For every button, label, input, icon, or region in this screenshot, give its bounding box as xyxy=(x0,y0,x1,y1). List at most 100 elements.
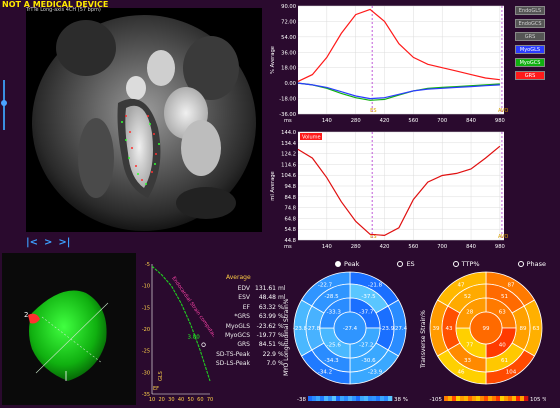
legend-endogcs-button[interactable]: EndoGCS xyxy=(515,19,545,28)
bullseye-value: 47 xyxy=(458,283,465,289)
y-tick-label: 36.00 xyxy=(281,50,296,56)
average-value: 131.61 xyxy=(255,285,276,292)
mri-image-viewer[interactable] xyxy=(26,8,262,232)
bullseye-value: 61 xyxy=(501,358,508,364)
legend-endogls-button[interactable]: EndoGLS xyxy=(515,6,545,15)
radio-es[interactable]: ES xyxy=(397,260,415,268)
bullseye-longitudinal[interactable]: -21.8-27.4-23.9-34.2-23.8-22.7-37.5-23.9… xyxy=(290,270,410,408)
x-tick-label: 10 xyxy=(149,397,155,403)
bullseye-value: -28.5 xyxy=(324,294,339,300)
bullseye-value: -22.7 xyxy=(318,283,333,289)
average-label: MyoGLS xyxy=(225,322,250,330)
y-axis-label: ml Average xyxy=(270,171,276,200)
legend-grs-button[interactable]: GRS xyxy=(515,71,545,80)
scale-bar-step xyxy=(480,396,485,401)
average-row: ESV 48.48 ml xyxy=(214,293,288,302)
bullseye-center-value: -27.4 xyxy=(343,326,358,332)
average-label: ESV xyxy=(238,294,250,302)
bullseye-value: -23.9 xyxy=(368,369,383,375)
bullseye-value: -30.6 xyxy=(361,358,376,364)
average-unit: ml xyxy=(278,294,286,302)
bullseye-value: 104 xyxy=(506,369,517,375)
y-tick-label: -35 xyxy=(142,392,150,398)
bullseye-value: 89 xyxy=(520,326,527,332)
y-tick-label: -25 xyxy=(142,349,150,355)
scale-bar-step xyxy=(332,396,337,401)
scale-bar-step xyxy=(460,396,465,401)
strain-computation-label: Endocardial Strain computation xyxy=(170,276,214,344)
first-frame-button[interactable]: |< xyxy=(26,237,39,248)
lv-3d-model-view[interactable]: 2 xyxy=(2,253,136,405)
legend-myogls-button[interactable]: MyoGLS xyxy=(515,45,545,54)
legend-myogcs-button[interactable]: MyoGCS xyxy=(515,58,545,67)
radio-ttp-label: TTP% xyxy=(461,260,480,268)
bullseye-value: -21.8 xyxy=(368,283,383,289)
bullseye-transverse[interactable]: 87 63 104 46 39 47 51 89 61 33 43 52 63 40 77 28 99 -105 1… xyxy=(426,270,547,408)
frame-slider-handle[interactable] xyxy=(1,100,7,106)
mri-cardiac-image xyxy=(26,8,262,232)
strain-chart[interactable]: 90.00 72.00 54.00 36.00 18.00 0.00 -18.00 -36.0… xyxy=(268,2,508,126)
bullseye-apex xyxy=(333,311,367,345)
play-button[interactable]: > xyxy=(44,237,53,248)
average-label: SD-TS-Peak xyxy=(216,350,250,358)
scale-bar-step xyxy=(516,396,521,401)
x-tick-label: 140 xyxy=(322,244,332,250)
series-line-grs xyxy=(297,8,500,82)
average-row: SD-LS-Peak 7.0% xyxy=(214,359,288,368)
average-row: *GRS 63.99% xyxy=(214,312,288,321)
bullseye-value: -23.9 xyxy=(380,326,395,332)
scale-bar-step xyxy=(508,396,513,401)
average-unit: % xyxy=(278,350,284,358)
scale-bar-step xyxy=(352,396,357,401)
bullseye-value: 39 xyxy=(433,326,440,332)
scale-bar-step xyxy=(364,396,369,401)
es-marker-label: ES xyxy=(370,234,376,240)
legend-grs-inactive-button[interactable]: GRS xyxy=(515,32,545,41)
average-label: EF xyxy=(242,303,250,311)
scale-bar-step xyxy=(312,396,317,401)
scale-bar-step xyxy=(316,396,321,401)
bullseye-center-value: 99 xyxy=(483,326,490,332)
average-row: GRS 84.51% xyxy=(214,340,288,349)
bullseye-value: -27.8 xyxy=(306,326,321,332)
bullseye-value: 63 xyxy=(499,310,506,316)
y-tick-label: 84.8 xyxy=(284,195,296,201)
x-tick-label: 560 xyxy=(408,244,418,250)
svg-text:2: 2 xyxy=(24,311,28,319)
x-tick-label: 980 xyxy=(495,244,505,250)
y-tick-label: 94.8 xyxy=(284,184,296,190)
radio-ttp-indicator xyxy=(452,261,459,267)
radio-phase-label: Phase xyxy=(526,260,547,268)
scale-bar-step xyxy=(384,396,389,401)
scale-min-label: -105 xyxy=(430,397,443,403)
radio-peak[interactable]: Peak xyxy=(335,260,359,268)
volume-chart[interactable]: 144.0 134.4 124.2 114.6 104.6 94.8 84.8 74.8 64.… xyxy=(268,128,508,252)
bullseye-value: 63 xyxy=(533,326,540,332)
scale-bar-step xyxy=(344,396,349,401)
scale-bar-step xyxy=(368,396,373,401)
average-value: -23.62 xyxy=(256,322,276,330)
bullseye-value: 40 xyxy=(499,342,506,348)
bullseye-value: -23.8 xyxy=(293,326,308,332)
average-label: EDV xyxy=(237,285,250,292)
y-tick-label: -10 xyxy=(142,284,150,290)
average-row: EDV 131.61 ml xyxy=(214,284,288,293)
radio-ttp[interactable]: TTP% xyxy=(452,260,480,268)
bullseye-value: 46 xyxy=(458,369,465,375)
y-tick-label: 54.00 xyxy=(281,35,296,41)
ef-gls-chart-panel: -5 -10 -15 -20 -25 -30 -35 10 20 30 40 50 60 70 EF GLS E… xyxy=(138,258,221,406)
average-row: EF 63.32% xyxy=(214,303,288,312)
radio-phase[interactable]: Phase xyxy=(517,260,547,268)
scale-bar-step xyxy=(324,396,329,401)
x-tick-label: 980 xyxy=(495,118,505,124)
last-frame-button[interactable]: >| xyxy=(58,237,71,248)
scale-bar-step xyxy=(464,396,469,401)
volume-tag: Volume xyxy=(302,135,321,141)
y-tick-label: 144.0 xyxy=(281,130,296,136)
x-tick-label: 560 xyxy=(408,118,418,124)
x-unit-label: ms xyxy=(284,118,292,124)
y-tick-label: -30 xyxy=(142,370,150,376)
scale-bar-step xyxy=(504,396,509,401)
volume-chart-panel: 144.0 134.4 124.2 114.6 104.6 94.8 84.8 74.8 64.… xyxy=(268,128,508,252)
